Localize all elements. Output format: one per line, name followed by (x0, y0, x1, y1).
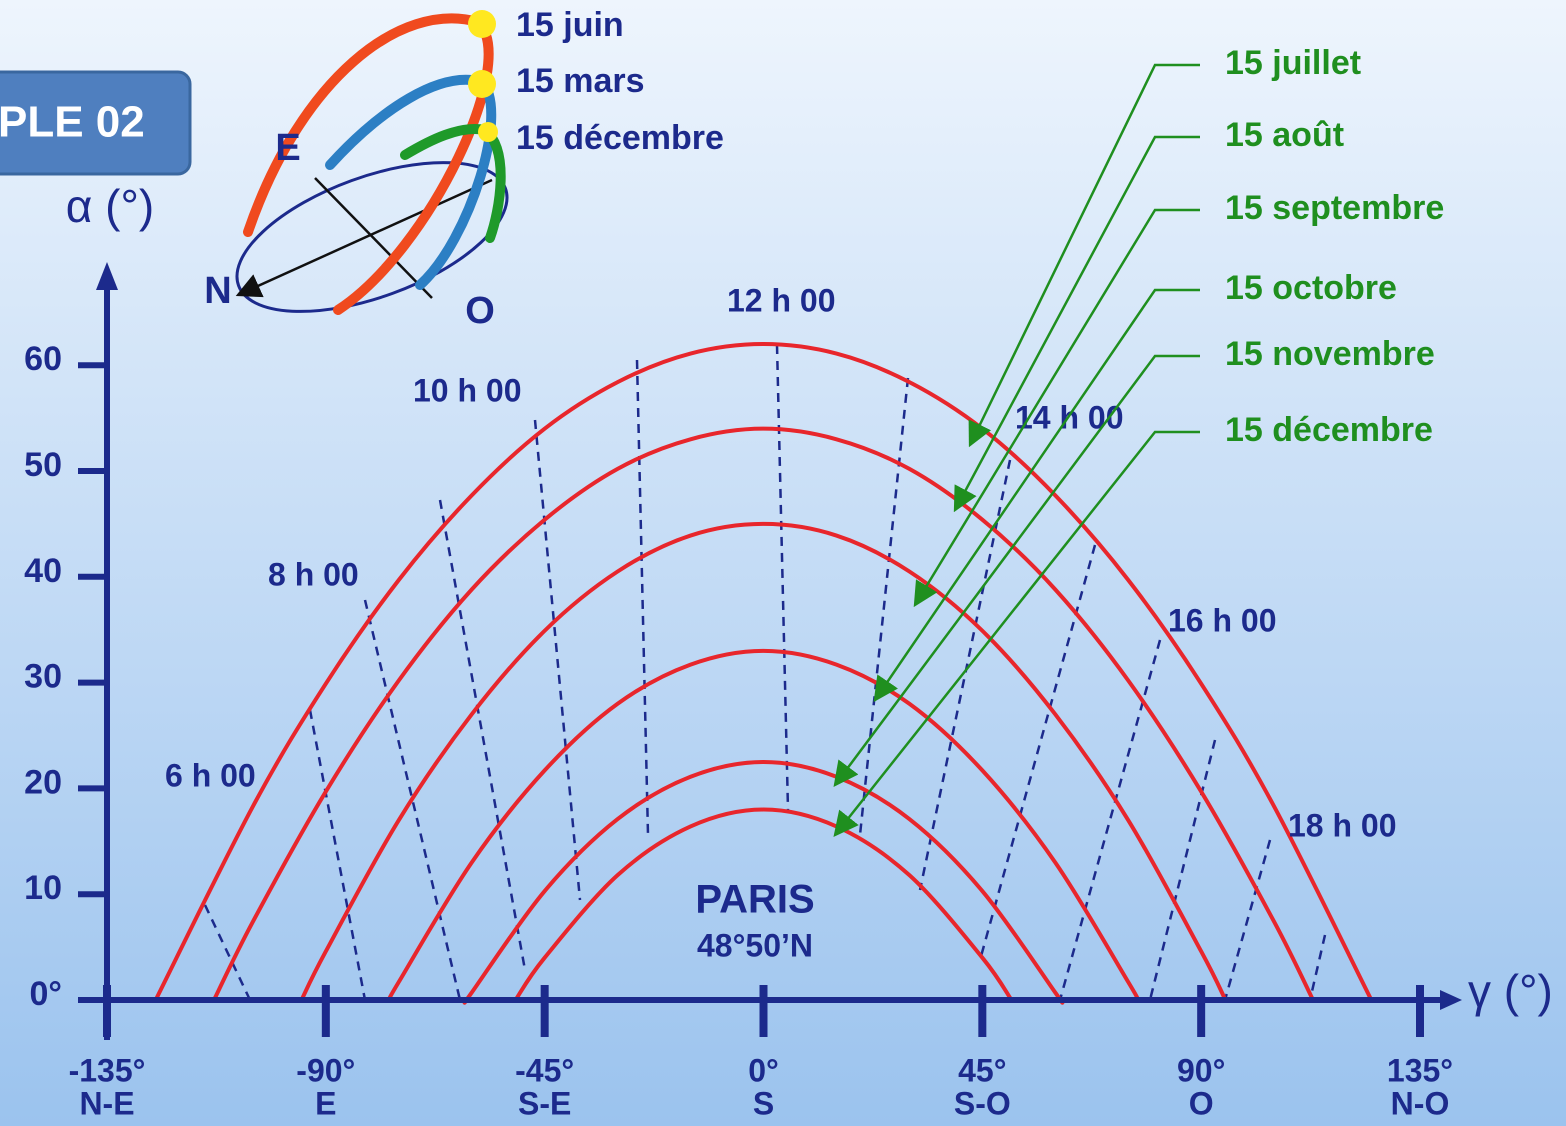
x-arrow (1440, 990, 1462, 1010)
y-tick-label: 0° (29, 975, 62, 1013)
inset: E N O 15 juin 15 mars 15 décembre (204, 6, 724, 332)
x-tick-label: -135° (69, 1052, 146, 1088)
legend-leader (913, 208, 1200, 608)
legend-leader (833, 430, 1200, 837)
inset-date: 15 décembre (516, 119, 724, 157)
legend-label: 15 décembre (1225, 411, 1433, 449)
x-tick-label: -90° (296, 1052, 355, 1088)
y-tick-label: 20 (24, 763, 62, 801)
x-tick-label: 0° (748, 1052, 779, 1088)
x-tick-label: 135° (1387, 1052, 1453, 1088)
annotation: 48°50’N (697, 927, 813, 963)
legend-label: 15 août (1225, 116, 1344, 154)
legend-leader (833, 354, 1200, 788)
x-tick-direction: S-E (518, 1085, 571, 1121)
annotation: PARIS (695, 878, 814, 922)
y-tick-label: 30 (24, 658, 62, 696)
x-tick-direction: S (753, 1085, 774, 1121)
y-tick-label: 10 (24, 869, 62, 907)
sun-path (212, 426, 1315, 1001)
x-axis-label: γ (°) (1468, 965, 1553, 1017)
y-tick-label: 40 (24, 552, 62, 590)
inset-date: 15 juin (516, 6, 624, 44)
hour-label: 8 h 00 (268, 556, 359, 592)
sun (478, 122, 498, 142)
plot (153, 342, 1374, 1005)
x-tick-direction: S-O (954, 1085, 1011, 1121)
x-tick-direction: N-E (79, 1085, 134, 1121)
y-arrow (96, 262, 118, 290)
sun (468, 70, 496, 98)
legend-leader (873, 288, 1200, 703)
legend-leader (953, 135, 1200, 513)
legend-label: 15 novembre (1225, 335, 1435, 373)
sun-path (153, 342, 1374, 1001)
sun (468, 10, 496, 38)
hour-label: 12 h 00 (727, 282, 836, 318)
hour-label: 18 h 00 (1288, 807, 1397, 843)
badge-text: PLE 02 (0, 98, 145, 147)
east-west-axis (314, 177, 433, 299)
inset-label: N (204, 270, 231, 312)
hour-lines (203, 344, 1327, 1001)
sun-path (513, 807, 1014, 1002)
x-tick-direction: N-O (1391, 1085, 1450, 1121)
y-tick-label: 60 (24, 340, 62, 378)
hour-label: 16 h 00 (1168, 602, 1277, 638)
legend-leader (968, 63, 1200, 448)
x-tick-label: 90° (1177, 1052, 1225, 1088)
legend-label: 15 septembre (1225, 189, 1444, 227)
inset-label: E (275, 127, 300, 169)
sun-path (462, 759, 1065, 1005)
sun-path (387, 648, 1140, 1002)
x-tick-label: 45° (958, 1052, 1006, 1088)
x-tick-direction: O (1189, 1085, 1214, 1121)
hour-label: 10 h 00 (413, 372, 522, 408)
legend-label: 15 octobre (1225, 269, 1397, 307)
hour-label: 6 h 00 (165, 757, 256, 793)
north-arrow (235, 178, 493, 298)
inset-label: O (465, 290, 495, 332)
badge (0, 70, 192, 176)
y-axis-label: α (°) (66, 180, 154, 232)
x-tick-label: -45° (515, 1052, 574, 1088)
inset-date: 15 mars (516, 62, 645, 100)
sun-path (299, 521, 1228, 1001)
legend-label: 15 juillet (1225, 44, 1361, 82)
x-tick-direction: E (315, 1085, 336, 1121)
y-tick-label: 50 (24, 446, 62, 484)
